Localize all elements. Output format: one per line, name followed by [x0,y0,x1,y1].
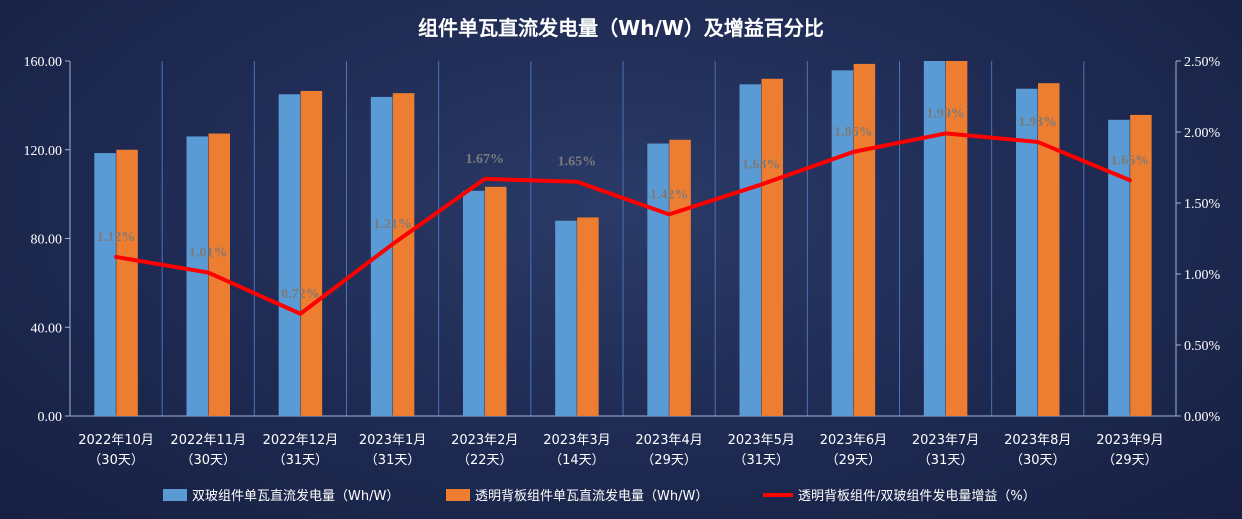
transparent-backsheet-bar [853,63,876,417]
left-tick-label: 120.00 [24,144,63,159]
category-label: 2023年6月 [820,433,887,448]
gain-data-label: 1.67% [466,152,505,167]
double-glass-bar [647,143,669,416]
category-label: 2022年12月 [263,433,339,448]
left-tick-label: 80.00 [31,233,63,248]
chart-title: 组件单瓦直流发电量（Wh/W）及增益百分比 [418,16,824,40]
category-sublabel: （29天） [1102,453,1158,468]
category-sublabel: （31天） [733,453,789,468]
axes: 0.00 40.00 80.00 120.00 160.00 0.00% 0.50% 1.00… [24,55,1221,425]
right-tick-label: 2.50% [1184,55,1221,70]
double-glass-bar [278,94,301,416]
category-sublabel: （31天） [918,453,974,468]
legend-label: 双玻组件单瓦直流发电量（Wh/W） [192,488,399,504]
double-glass-bar [739,84,761,416]
left-tick-label: 40.00 [31,321,63,336]
gain-data-label: 1.42% [650,187,689,202]
legend: 双玻组件单瓦直流发电量（Wh/W） 透明背板组件单瓦直流发电量（Wh/W） 透明背板… [163,488,1036,504]
category-label: 2022年10月 [78,433,154,448]
category-sublabel: （31天） [273,453,329,468]
legend-swatch [163,489,187,501]
data-labels: 1.12% 1.01% 0.72% 1.21% 1.67% 1.65% 1.42% 1.63%… [97,106,1149,301]
gain-data-label: 1.86% [834,125,873,140]
bars [94,61,1152,417]
legend-label: 透明背板组件单瓦直流发电量（Wh/W） [475,488,708,504]
transparent-backsheet-bar [116,149,138,416]
gain-line [114,131,1132,316]
category-label: 2022年11月 [170,433,246,448]
category-sublabel: （30天） [180,453,236,468]
transparent-backsheet-bar [300,90,323,416]
category-sublabel: （30天） [1010,453,1066,468]
legend-swatch [446,489,470,501]
double-glass-bar [923,61,946,416]
left-tick-label: 160.00 [24,55,63,70]
category-label: 2023年7月 [912,433,979,448]
gain-data-label: 1.21% [373,217,412,232]
transparent-backsheet-bar [1130,114,1152,417]
gain-data-label: 0.72% [281,287,320,302]
category-labels: 2022年10月 （30天） 2022年11月 （30天） 2022年12月 （31天） 2… [78,433,1163,468]
category-label: 2023年5月 [728,433,795,448]
category-label: 2023年3月 [543,433,610,448]
category-sublabel: （29天） [641,453,697,468]
transparent-backsheet-bar [392,93,415,416]
category-sublabel: （14天） [549,453,605,468]
right-tick-label: 1.50% [1184,197,1221,212]
gain-data-label: 1.12% [97,230,136,245]
transparent-backsheet-bar [485,186,507,416]
double-glass-bar [186,136,208,416]
double-glass-bar [555,220,577,416]
transparent-backsheet-bar [577,217,599,416]
category-sublabel: （31天） [365,453,421,468]
right-tick-label: 0.00% [1184,410,1221,425]
gridlines [161,61,1085,416]
double-glass-bar [1108,119,1130,416]
transparent-backsheet-bar [1038,83,1060,416]
gain-data-label: 1.99% [926,106,965,121]
gain-data-label: 1.66% [1111,153,1150,168]
gain-data-label: 1.63% [742,158,781,173]
category-label: 2023年9月 [1096,433,1163,448]
gain-series-line [114,131,1132,316]
category-sublabel: （22天） [457,453,513,468]
transparent-backsheet-bar [945,61,968,416]
right-tick-label: 2.00% [1184,126,1221,141]
category-sublabel: （29天） [826,453,882,468]
transparent-backsheet-bar [669,139,691,416]
double-glass-bar [1016,88,1038,416]
left-tick-label: 0.00 [38,410,63,425]
transparent-backsheet-bar [208,133,230,416]
double-glass-bar [463,190,485,416]
category-label: 2023年4月 [635,433,702,448]
gain-data-label: 1.93% [1019,115,1058,130]
double-glass-bar [831,70,854,416]
right-tick-label: 0.50% [1184,339,1221,354]
right-tick-label: 1.00% [1184,268,1221,283]
category-sublabel: （30天） [88,453,144,468]
gain-data-label: 1.01% [189,246,228,261]
gain-data-label: 1.65% [558,155,597,170]
legend-label: 透明背板组件/双玻组件发电量增益（%） [798,488,1036,504]
category-label: 2023年8月 [1004,433,1071,448]
category-label: 2023年1月 [359,433,426,448]
transparent-backsheet-bar [761,78,783,416]
category-label: 2023年2月 [451,433,518,448]
double-glass-bar [94,153,116,416]
double-glass-bar [370,96,393,416]
